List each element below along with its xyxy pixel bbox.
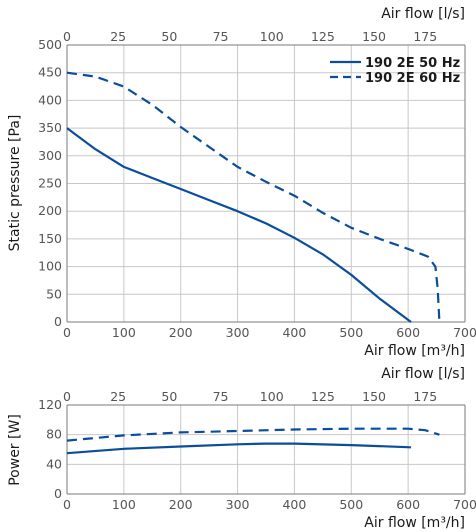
- y-tick-label: 40: [46, 456, 62, 471]
- x-tick-label: 400: [282, 325, 306, 340]
- x2-tick-label: 25: [110, 29, 126, 44]
- y-tick-label: 100: [38, 259, 62, 274]
- x-tick-label: 700: [453, 497, 476, 512]
- x-tick-label: 200: [169, 497, 193, 512]
- x-tick-label: 0: [63, 325, 71, 340]
- x-tick-label: 300: [226, 497, 250, 512]
- x2-tick-label: 175: [413, 29, 437, 44]
- x-axis-label: Air flow [m³/h]: [364, 515, 465, 531]
- x-tick-label: 300: [226, 325, 250, 340]
- x-tick-label: 400: [282, 497, 306, 512]
- y-tick-label: 450: [38, 65, 62, 80]
- y-tick-label: 200: [38, 203, 62, 218]
- x-tick-label: 700: [453, 325, 476, 340]
- x2-axis-label: Air flow [l/s]: [381, 6, 465, 22]
- x2-tick-label: 0: [63, 389, 71, 404]
- y-tick-label: 500: [38, 37, 62, 52]
- y-tick-label: 80: [46, 427, 62, 442]
- y-tick-label: 350: [38, 120, 62, 135]
- x2-tick-label: 50: [161, 29, 177, 44]
- x-axis-label: Air flow [m³/h]: [364, 343, 465, 359]
- x-tick-label: 0: [63, 497, 71, 512]
- x-tick-label: 600: [396, 325, 420, 340]
- y-tick-label: 150: [38, 231, 62, 246]
- x2-tick-label: 75: [213, 29, 229, 44]
- y-axis-label: Power [W]: [7, 414, 23, 486]
- x2-tick-label: 175: [413, 389, 437, 404]
- y-axis-label: Static pressure [Pa]: [7, 115, 23, 252]
- series-line-60hz: [66, 71, 441, 323]
- series-line-60hz: [66, 427, 440, 442]
- x-tick-label: 100: [112, 497, 136, 512]
- x2-tick-label: 75: [213, 389, 229, 404]
- y-tick-label: 0: [54, 314, 62, 329]
- x-tick-label: 100: [112, 325, 136, 340]
- x2-tick-label: 0: [63, 29, 71, 44]
- x-tick-label: 500: [339, 325, 363, 340]
- x-tick-label: 600: [396, 497, 420, 512]
- x2-tick-label: 100: [260, 29, 284, 44]
- y-tick-label: 50: [46, 286, 62, 301]
- legend-label: 190 2E 50 Hz: [365, 56, 460, 71]
- x-tick-label: 500: [339, 497, 363, 512]
- legend-label: 190 2E 60 Hz: [365, 71, 460, 86]
- x2-tick-label: 150: [362, 389, 386, 404]
- y-tick-label: 400: [38, 92, 62, 107]
- y-tick-label: 0: [54, 486, 62, 501]
- y-tick-label: 120: [38, 397, 62, 412]
- series-line-50hz: [66, 127, 412, 323]
- x2-tick-label: 100: [260, 389, 284, 404]
- x2-tick-label: 150: [362, 29, 386, 44]
- x2-tick-label: 125: [311, 29, 335, 44]
- x2-tick-label: 50: [161, 389, 177, 404]
- series-line-50hz: [66, 442, 412, 455]
- x2-tick-label: 125: [311, 389, 335, 404]
- x-tick-label: 200: [169, 325, 193, 340]
- y-tick-label: 300: [38, 148, 62, 163]
- x2-axis-label: Air flow [l/s]: [381, 366, 465, 382]
- y-tick-label: 250: [38, 176, 62, 191]
- x2-tick-label: 25: [110, 389, 126, 404]
